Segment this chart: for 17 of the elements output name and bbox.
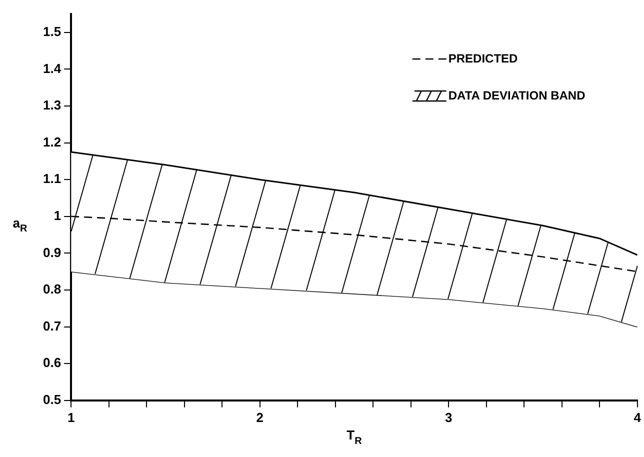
y-tick-label: 1.4	[42, 60, 62, 76]
x-tick-label: 2	[256, 410, 264, 425]
y-tick-label: 1	[54, 208, 62, 223]
x-tick-label: 4	[634, 410, 642, 425]
x-tick-label: 1	[67, 410, 75, 425]
y-tick-label: 0.6	[42, 355, 62, 370]
y-tick-label: 1.1	[42, 171, 62, 186]
legend-label: PREDICTED	[448, 51, 518, 66]
y-tick-label: 0.8	[42, 282, 62, 297]
y-tick-label: 1.5	[42, 24, 62, 39]
y-tick-label: 0.5	[42, 392, 62, 407]
y-tick-label: 0.9	[42, 244, 62, 260]
y-tick-label: 0.7	[42, 318, 62, 334]
y-tick-label: 1.2	[42, 134, 62, 150]
legend-label: DATA DEVIATION BAND	[448, 88, 586, 102]
y-tick-label: 1.3	[42, 98, 62, 113]
x-tick-label: 3	[444, 410, 452, 425]
